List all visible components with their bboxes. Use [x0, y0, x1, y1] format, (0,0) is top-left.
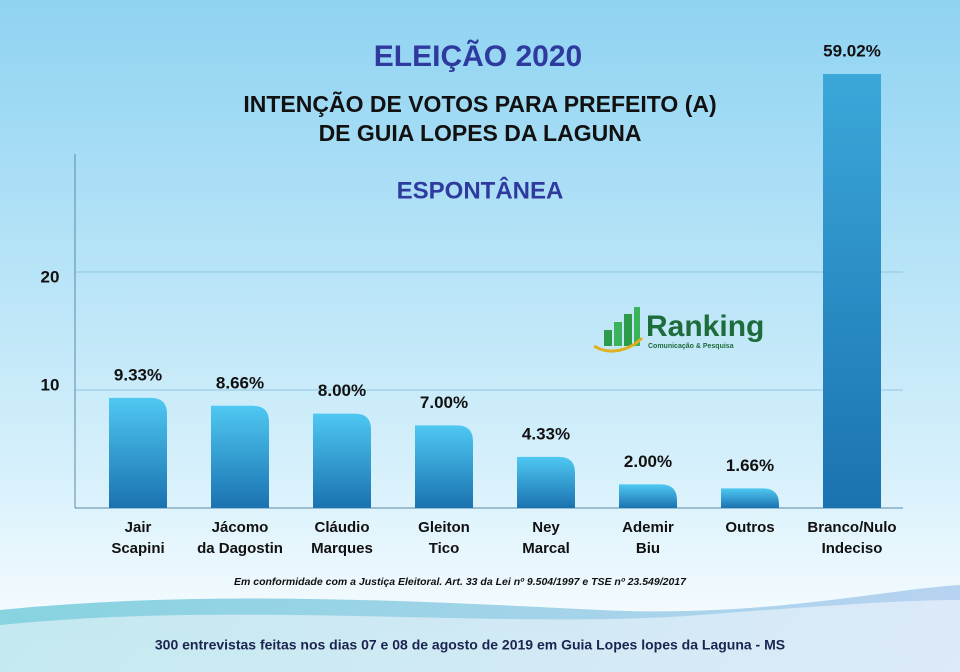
x-tick-label: Marques: [311, 540, 373, 557]
chart-title: ELEIÇÃO 2020: [374, 39, 582, 73]
x-tick-label: Marcal: [522, 540, 570, 557]
x-tick-label: da Dagostin: [197, 540, 283, 557]
bars: [109, 74, 881, 508]
value-label: 59.02%: [823, 41, 881, 60]
bar: [619, 484, 677, 508]
logo-icon: [614, 322, 622, 346]
x-tick-label: Jácomo: [212, 519, 269, 536]
bar: [823, 74, 881, 508]
x-tick-label: Biu: [636, 540, 660, 557]
x-tick-label: Outros: [725, 519, 774, 536]
logo-swoosh: [593, 336, 644, 353]
value-label: 2.00%: [624, 452, 672, 471]
logo-icon: [604, 330, 612, 346]
subtitle: DE GUIA LOPES DA LAGUNA: [319, 120, 642, 146]
logo-icon: [624, 314, 632, 346]
note: Em conformidade com a Justiça Eleitoral.…: [234, 576, 687, 588]
x-tick-label: Ney: [532, 519, 560, 536]
wave: [0, 600, 960, 672]
bar: [415, 425, 473, 508]
x-tick-label: Cláudio: [315, 519, 370, 536]
y-tick-label: 20: [41, 267, 60, 286]
mode-label: ESPONTÂNEA: [397, 176, 564, 204]
source: 300 entrevistas feitas nos dias 07 e 08 …: [155, 637, 785, 653]
bar: [211, 405, 269, 508]
y-tick-label: 10: [41, 375, 60, 394]
value-label: 8.00%: [318, 381, 366, 400]
value-label: 1.66%: [726, 456, 774, 475]
bar: [109, 397, 167, 508]
bar: [517, 456, 575, 508]
logo-tagline: Comunicação & Pesquisa: [648, 343, 734, 350]
value-label: 8.66%: [216, 373, 264, 392]
value-label: 9.33%: [114, 365, 162, 384]
subtitle: INTENÇÃO DE VOTOS PARA PREFEITO (A): [243, 90, 716, 117]
logo-icon: [634, 307, 640, 346]
x-tick-label: Ademir: [622, 519, 674, 536]
value-label: 4.33%: [522, 424, 570, 443]
value-label: 7.00%: [420, 393, 468, 412]
x-tick-label: Jair: [125, 519, 152, 536]
logo: Ranking Comunicação & Pesquisa: [593, 307, 764, 353]
x-tick-label: Indeciso: [822, 540, 883, 557]
x-tick-label: Branco/Nulo: [807, 519, 896, 536]
x-tick-label: Scapini: [111, 540, 164, 557]
bar: [721, 488, 779, 508]
x-tick-label: Tico: [429, 540, 460, 557]
x-tick-label: Gleiton: [418, 519, 470, 536]
bar: [313, 413, 371, 508]
logo-name: Ranking: [646, 310, 764, 343]
